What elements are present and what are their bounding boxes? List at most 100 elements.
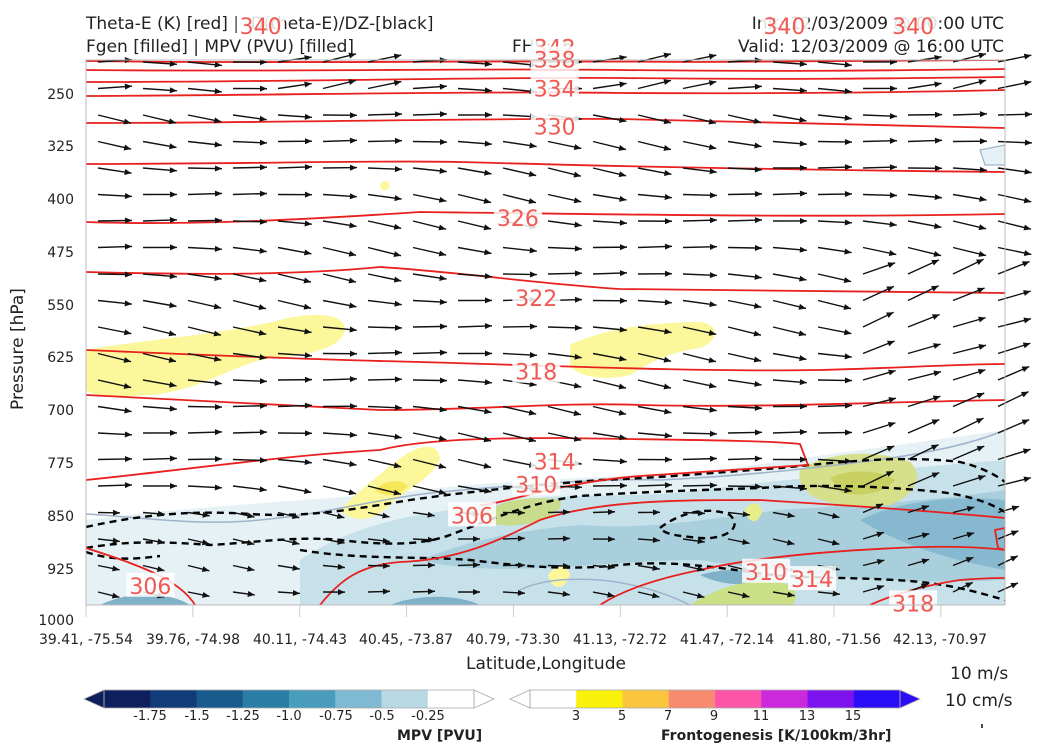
wind-vector-head <box>934 194 942 201</box>
wind-vector-head <box>303 277 312 284</box>
wind-vector-head <box>932 395 941 402</box>
wind-vector-head <box>292 589 300 596</box>
wind-vector-head <box>394 137 402 144</box>
wind-vector-head <box>439 138 447 145</box>
colorbar-extend-left <box>509 689 531 709</box>
wind-vector-head <box>123 329 132 336</box>
wind-vector-head <box>394 404 402 411</box>
x-tick-label: 41.47, -72.14 <box>679 632 775 648</box>
wind-vector-head <box>979 195 987 202</box>
wind-vector-head <box>439 83 447 90</box>
wind-vector-head <box>349 376 357 383</box>
wind-vector-head <box>709 301 717 308</box>
wind-vector-head <box>933 223 942 229</box>
colorbar-swatch <box>289 690 336 708</box>
wind-vector-head <box>292 564 300 571</box>
wind-vector-head <box>886 312 894 318</box>
wind-vector-head <box>349 112 357 119</box>
wind-vector-head <box>1023 53 1032 60</box>
wind-vector-head <box>709 272 717 279</box>
wind-vector-head <box>393 462 402 469</box>
y-tick-label: 1000 <box>38 613 74 629</box>
wind-vector-head <box>1010 530 1019 537</box>
wind-vector-head <box>427 511 435 518</box>
wind-vector-head <box>169 217 177 224</box>
wind-vector-head <box>933 251 942 257</box>
wind-vector-head <box>214 141 222 148</box>
wind-vector-head <box>843 304 852 310</box>
wind-vector-head <box>349 403 357 410</box>
wind-vector-head <box>618 145 627 151</box>
wind-vector-head <box>528 409 537 416</box>
wind-vector-head <box>931 285 939 292</box>
wind-vector-head <box>931 419 940 426</box>
wind-vector-head <box>472 535 480 542</box>
wind-vector-head <box>886 340 895 347</box>
fgen-tick-label: 7 <box>663 709 673 724</box>
wind-vector-head <box>517 562 525 569</box>
colorbar-swatch <box>576 690 623 708</box>
wind-vector-head <box>979 166 987 173</box>
wind-vector-head <box>259 164 267 171</box>
wind-vector-head <box>1021 366 1030 373</box>
wind-vector-head <box>214 61 222 68</box>
wind-vector-head <box>786 539 795 546</box>
wind-vector-head <box>112 509 120 516</box>
wind-vector-head <box>663 118 672 125</box>
wind-vector-head <box>664 218 672 225</box>
chart-title-line2: Fgen [filled] | MPV (PVU) [filled] <box>86 37 355 57</box>
wind-vector-head <box>124 169 132 176</box>
wind-vector-head <box>966 531 975 538</box>
wind-vector-head <box>484 249 492 256</box>
wind-vector-head <box>799 429 807 436</box>
wind-vector-head <box>214 245 222 252</box>
wind-vector-head <box>124 431 132 438</box>
wind-vector-head <box>246 539 255 546</box>
wind-vector-head <box>921 532 930 539</box>
wind-vector-head <box>169 429 177 436</box>
wind-vector-head <box>975 418 984 424</box>
wind-vector-head <box>843 329 852 336</box>
wind-vector-head <box>978 52 987 59</box>
wind-vector-head <box>663 79 672 85</box>
theta-e-label-bg <box>788 566 837 591</box>
wind-vector-head <box>977 368 986 375</box>
theta-e-330 <box>86 117 1005 129</box>
wind-vector-head <box>214 429 222 436</box>
wind-vector-head <box>1023 197 1032 204</box>
wind-vector-head <box>528 436 537 443</box>
wind-vector-head <box>619 482 627 489</box>
wind-vector-head <box>304 220 312 227</box>
wind-vector-head <box>112 565 120 572</box>
wind-vector-head <box>1023 250 1032 256</box>
wind-vector-head <box>529 323 537 330</box>
wind-vector-head <box>157 538 165 545</box>
wind-vector-head <box>124 243 132 250</box>
fgen-colorbar <box>509 689 921 709</box>
wind-vector-head <box>439 275 447 281</box>
wind-vector-head <box>574 296 582 303</box>
theta-e-label-bg <box>889 590 938 615</box>
wind-vector-head <box>393 276 402 283</box>
colorbar-swatch <box>622 690 670 708</box>
wind-vector-head <box>889 164 897 171</box>
wind-vector-head <box>124 217 132 224</box>
wind-vector-head <box>844 191 852 198</box>
mpv-colorbar-title: MPV [PVU] <box>397 728 483 744</box>
wind-vector-head <box>348 250 357 257</box>
wind-vector-head <box>799 116 807 123</box>
wind-vector-head <box>799 379 807 386</box>
wind-vector-head <box>619 458 627 465</box>
wind-vector-head <box>124 83 132 90</box>
wind-vector-head <box>619 81 627 88</box>
wind-vector-head <box>291 513 300 519</box>
wind-vector-head <box>921 505 929 511</box>
wind-vector-head <box>754 83 762 90</box>
wind-vector-head <box>663 145 672 151</box>
wind-vector-head <box>168 356 177 363</box>
wind-vector-head <box>618 171 627 178</box>
y-tick-label: 700 <box>47 403 74 419</box>
wind-vector-head <box>214 217 222 224</box>
colorbar-extend-right <box>473 689 495 709</box>
wind-vector-head <box>799 140 807 147</box>
